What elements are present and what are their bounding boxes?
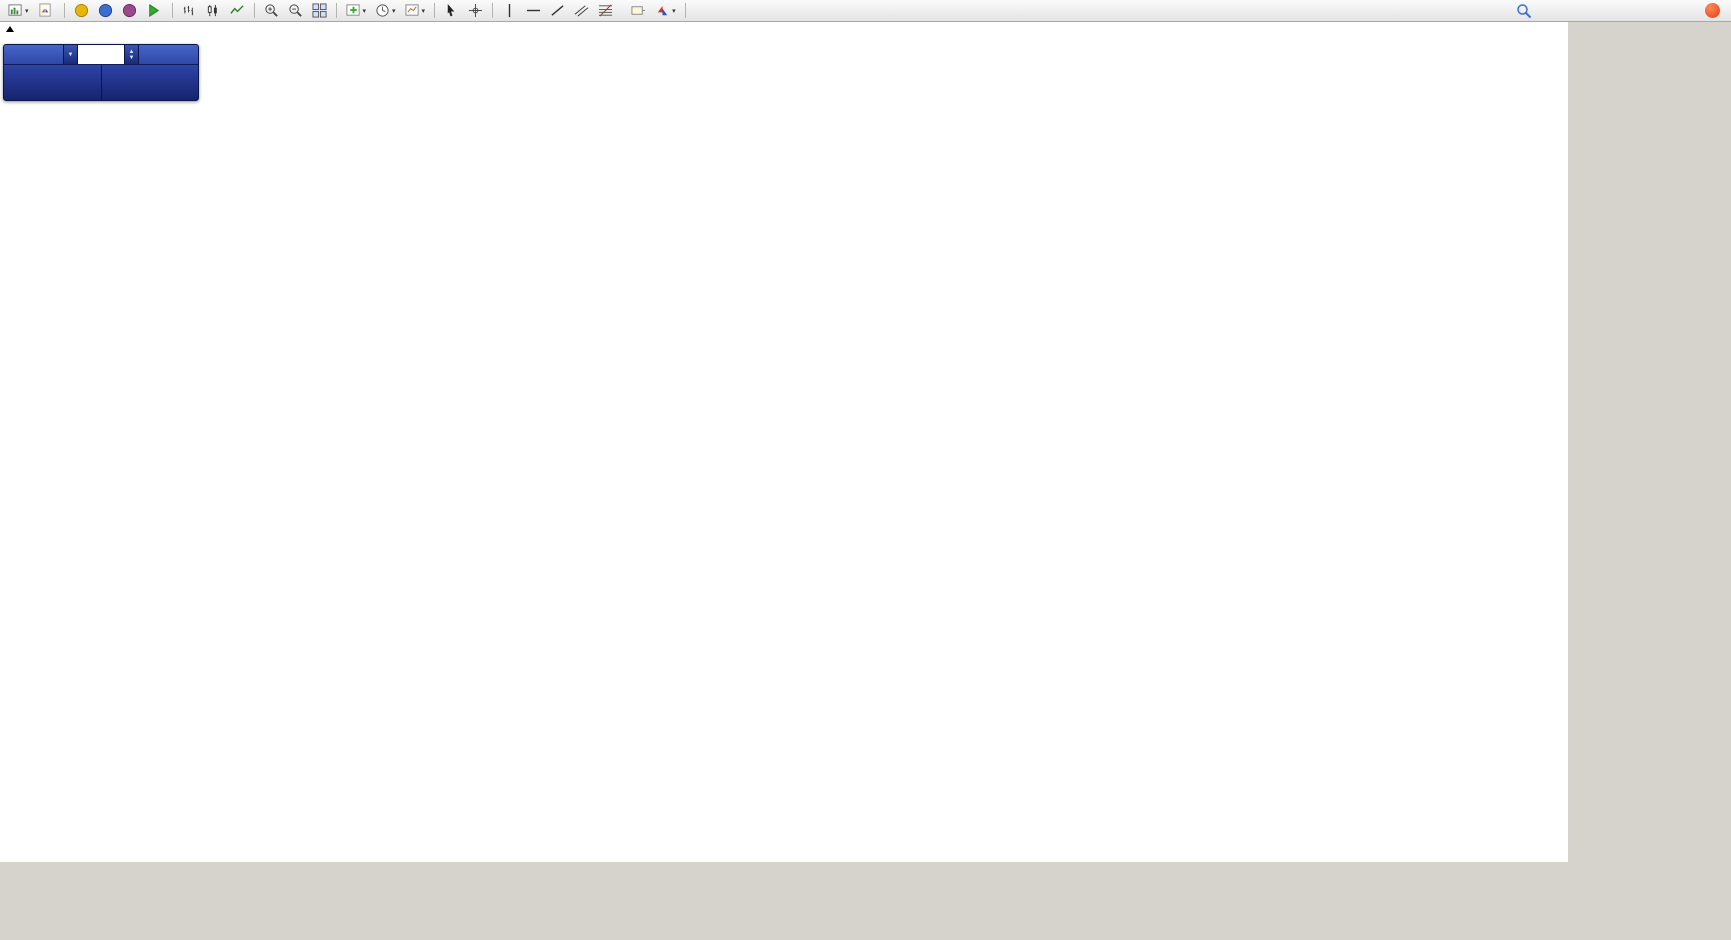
volume-decrease-button[interactable]: ▼ xyxy=(63,45,78,64)
buy-label xyxy=(139,45,198,64)
bar-chart-mode-button[interactable] xyxy=(178,1,201,21)
shapes-arrows-icon xyxy=(657,5,668,16)
buy-button[interactable] xyxy=(102,65,199,101)
market-icon xyxy=(98,3,112,18)
toolbar-separator xyxy=(335,3,337,18)
trendline-tool[interactable] xyxy=(546,1,569,21)
zoom-out-icon xyxy=(288,4,302,17)
chevron-down-icon: ▾ xyxy=(672,7,676,15)
indicators-icon xyxy=(345,4,360,16)
indicators-button[interactable]: ▾ xyxy=(342,1,371,21)
clock-icon xyxy=(376,4,389,17)
trade-panel-divider xyxy=(100,65,102,101)
fibonacci-icon xyxy=(599,4,613,17)
chart-ohlc-title xyxy=(6,26,22,32)
templates-button[interactable]: ▾ xyxy=(401,1,430,21)
sell-label xyxy=(4,45,63,64)
cursor-button[interactable] xyxy=(440,1,463,21)
cursor-icon xyxy=(447,3,455,17)
channel-icon xyxy=(574,5,589,17)
market-button[interactable] xyxy=(94,1,117,21)
chevron-down-icon: ▾ xyxy=(25,7,29,15)
vertical-line-tool[interactable] xyxy=(498,1,521,21)
chevron-down-icon: ▾ xyxy=(362,7,367,15)
sell-button[interactable] xyxy=(4,65,101,101)
tile-windows-icon xyxy=(311,3,327,18)
horizontal-line-tool[interactable] xyxy=(522,1,545,21)
channel-tool[interactable] xyxy=(570,1,593,21)
collapse-trade-panel-icon[interactable] xyxy=(6,26,14,32)
crosshair-button[interactable] xyxy=(464,1,487,21)
toolbar-separator xyxy=(492,3,494,18)
signals-icon xyxy=(122,3,136,18)
periods-button[interactable]: ▾ xyxy=(371,1,400,21)
chevron-down-icon: ▾ xyxy=(421,7,426,15)
toolbar-separator xyxy=(63,3,65,18)
shapes-tool[interactable]: ▾ xyxy=(651,1,680,21)
new-chart-icon xyxy=(8,4,22,16)
bar-chart-icon xyxy=(183,5,193,16)
signals-button[interactable] xyxy=(118,1,141,21)
toolbar-separator xyxy=(171,3,173,18)
volume-input[interactable] xyxy=(78,45,124,64)
chevron-down-icon: ▼ xyxy=(67,51,74,58)
label-icon xyxy=(631,6,646,15)
mql5-icon xyxy=(74,3,88,18)
new-order-button[interactable] xyxy=(34,1,59,21)
workspace-background-right xyxy=(1568,22,1731,940)
label-tool[interactable] xyxy=(627,1,650,21)
mql5-community-button[interactable] xyxy=(70,1,93,21)
vertical-line-icon xyxy=(508,3,511,18)
line-chart-mode-button[interactable] xyxy=(226,1,249,21)
fibonacci-tool[interactable] xyxy=(594,1,617,21)
new-chart-button[interactable]: ▾ xyxy=(4,1,33,21)
candlestick-mode-button[interactable] xyxy=(202,1,225,21)
chevron-up-icon: ▲ xyxy=(128,48,135,55)
volume-spinner[interactable]: ▲ ▼ xyxy=(124,45,139,64)
text-tool[interactable] xyxy=(618,1,626,21)
crosshair-icon xyxy=(469,3,483,18)
tile-windows-button[interactable] xyxy=(308,1,331,21)
main-toolbar: ▾ ▾ ▾ ▾ ▾ xyxy=(0,0,1731,22)
chevron-down-icon: ▼ xyxy=(128,54,135,61)
search-icon[interactable] xyxy=(1516,3,1532,19)
zoom-out-button[interactable] xyxy=(284,1,307,21)
template-icon xyxy=(405,4,419,16)
workspace-background-bottom xyxy=(0,862,1568,940)
trendline-icon xyxy=(551,5,564,16)
autotrading-play-icon xyxy=(148,3,159,18)
new-order-icon xyxy=(38,3,51,17)
autotrading-button[interactable] xyxy=(142,1,167,21)
zoom-in-button[interactable] xyxy=(260,1,283,21)
notification-badge[interactable] xyxy=(1705,3,1720,18)
chevron-down-icon: ▾ xyxy=(392,7,396,15)
candlestick-icon xyxy=(207,4,217,17)
zoom-in-icon xyxy=(264,4,278,17)
toolbar-separator xyxy=(684,3,686,18)
line-chart-icon xyxy=(229,5,244,14)
toolbar-separator xyxy=(253,3,255,18)
one-click-trading-panel: ▼ ▲ ▼ xyxy=(3,44,199,101)
toolbar-separator xyxy=(434,3,436,18)
horizontal-line-icon xyxy=(527,9,541,12)
